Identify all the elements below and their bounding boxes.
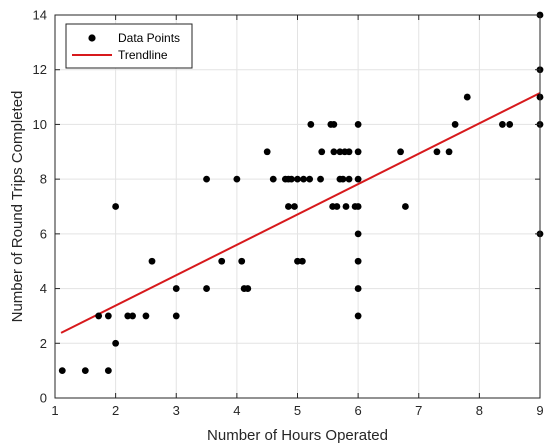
y-tick-label: 8 (40, 172, 47, 187)
data-point (203, 175, 210, 183)
data-point (463, 93, 471, 101)
data-point (330, 148, 338, 156)
x-tick-label: 3 (173, 403, 180, 418)
data-point (342, 203, 350, 210)
data-point (294, 257, 301, 265)
x-tick-label: 9 (536, 403, 543, 418)
x-tick-label: 1 (51, 403, 58, 418)
data-point (104, 312, 112, 320)
y-tick-label: 2 (40, 336, 47, 351)
x-tick-label: 8 (476, 403, 483, 418)
y-tick-label: 14 (33, 8, 47, 23)
data-point (354, 230, 362, 238)
data-point (451, 121, 459, 128)
y-tick-label: 10 (33, 117, 47, 132)
y-tick-label: 12 (33, 62, 47, 77)
data-point (294, 175, 301, 183)
data-point (269, 175, 277, 183)
legend-label-data-points: Data Points (118, 31, 180, 45)
data-point (354, 257, 362, 265)
data-point (291, 203, 298, 210)
data-point (124, 312, 132, 320)
data-point (402, 203, 409, 210)
data-point (307, 121, 315, 128)
trendline (60, 92, 541, 334)
data-point (263, 148, 271, 156)
data-point (354, 175, 362, 183)
data-point (142, 312, 150, 320)
data-point (354, 285, 362, 292)
data-point (112, 203, 120, 210)
legend-label-trendline: Trendline (118, 48, 168, 62)
data-point (288, 175, 295, 183)
data-point (333, 203, 341, 210)
data-point (238, 257, 246, 265)
legend-marker-data-points (88, 34, 96, 42)
data-point (354, 312, 362, 320)
trendline-layer (60, 92, 541, 334)
data-point (306, 175, 314, 183)
data-point (218, 257, 226, 265)
data-point (298, 257, 306, 265)
data-point (354, 121, 362, 128)
x-axis-title: Number of Hours Operated (207, 427, 388, 444)
y-tick-label: 0 (40, 391, 47, 406)
data-point (445, 148, 453, 156)
data-point (339, 175, 347, 183)
data-point (433, 148, 441, 156)
legend: Data Points Trendline (65, 23, 193, 69)
y-tick-label: 6 (40, 226, 47, 241)
x-tick-label: 7 (415, 403, 422, 418)
data-point (172, 285, 180, 292)
y-tick-label: 4 (40, 281, 47, 296)
data-point (148, 257, 156, 265)
x-tick-label: 5 (294, 403, 301, 418)
x-tick-label: 2 (112, 403, 119, 418)
data-point (285, 203, 292, 210)
data-point (203, 285, 210, 292)
data-point (104, 367, 112, 375)
data-point (318, 148, 326, 156)
data-point (317, 175, 324, 183)
data-point (330, 121, 338, 128)
data-point (336, 148, 344, 156)
data-point (81, 367, 89, 375)
data-point (499, 121, 506, 128)
data-point (506, 121, 514, 128)
data-points-layer (58, 11, 544, 375)
data-point (244, 285, 252, 292)
x-tick-label: 6 (355, 403, 362, 418)
data-point (58, 367, 66, 375)
y-axis-title: Number of Round Trips Completed (9, 91, 26, 323)
data-point (233, 175, 241, 183)
x-tick-label: 4 (233, 403, 240, 418)
data-point (95, 312, 103, 320)
data-point (345, 175, 353, 183)
data-point (129, 312, 137, 320)
legend-box (65, 23, 193, 69)
data-point (354, 148, 362, 156)
data-point (397, 148, 404, 156)
data-point (354, 203, 362, 210)
data-point (300, 175, 307, 183)
data-point (345, 148, 353, 156)
data-point (112, 339, 120, 347)
data-point (172, 312, 180, 320)
